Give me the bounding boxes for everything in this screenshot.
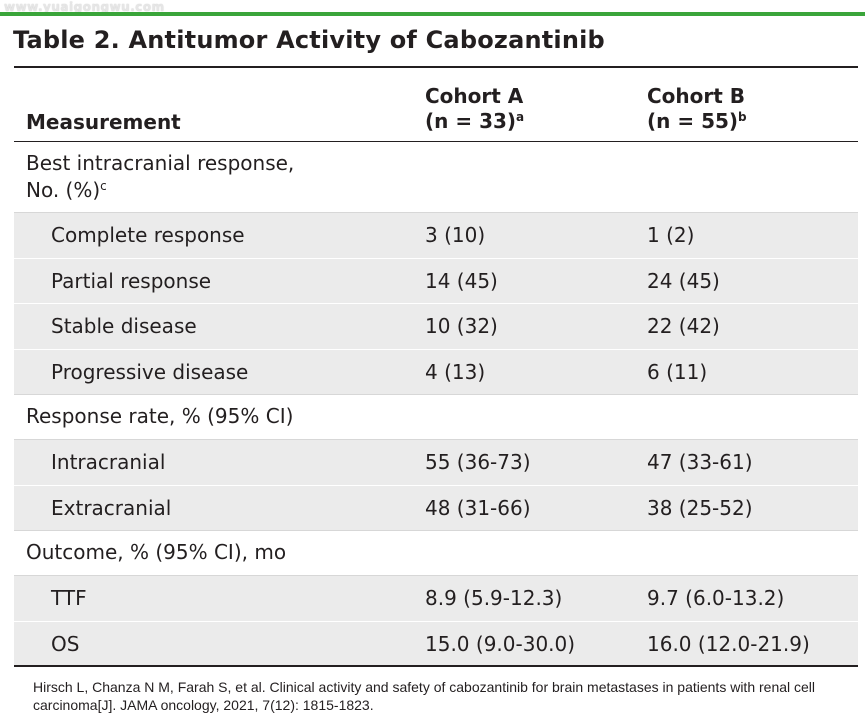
- row-cohort-b-value: 22 (42): [647, 314, 720, 338]
- section-best-intracranial-response: Best intracranial response, No. (%)c: [14, 142, 858, 213]
- cohort-b-note: b: [738, 110, 747, 124]
- cohort-a-name: Cohort A: [425, 84, 524, 108]
- row-cohort-a-value: 15.0 (9.0-30.0): [425, 631, 576, 656]
- row-label: Extracranial: [51, 495, 172, 520]
- table-row: Intracranial 55 (36-73) 47 (33-61): [14, 440, 858, 486]
- row-cohort-b-value: 47 (33-61): [647, 450, 753, 474]
- section-label: Outcome, % (95% CI), mo: [26, 540, 287, 564]
- row-cohort-b-value: 38 (25-52): [647, 495, 753, 520]
- table-row: TTF 8.9 (5.9-12.3) 9.7 (6.0-13.2): [14, 576, 858, 622]
- row-cohort-a-value: 4 (13): [425, 359, 486, 384]
- citation: Hirsch L, Chanza N M, Farah S, et al. Cl…: [33, 679, 816, 713]
- section-label: Response rate, % (95% CI): [26, 404, 294, 428]
- top-bar: www.yuaigongwu.com: [0, 0, 865, 14]
- table-row: Complete response 3 (10) 1 (2): [14, 213, 858, 259]
- cohort-a-n: (n = 33)a: [425, 109, 525, 133]
- cohort-b-name: Cohort B: [647, 84, 746, 108]
- row-label: OS: [51, 631, 80, 656]
- section-outcome: Outcome, % (95% CI), mo: [14, 531, 858, 576]
- row-cohort-a-value: 55 (36-73): [425, 450, 531, 474]
- section-note: c: [100, 179, 107, 193]
- green-accent-line: [0, 12, 865, 16]
- row-cohort-a-value: 8.9 (5.9-12.3): [425, 586, 563, 610]
- table-row: Extracranial 48 (31-66) 38 (25-52): [14, 485, 858, 531]
- row-label: Partial response: [51, 268, 212, 293]
- section-response-rate: Response rate, % (95% CI): [14, 395, 858, 440]
- antitumor-activity-table: Measurement Cohort A (n = 33)a Cohort B …: [14, 66, 858, 667]
- row-label: Progressive disease: [51, 359, 249, 384]
- section-label: Best intracranial response, No. (%)c: [26, 151, 295, 202]
- row-cohort-a-value: 10 (32): [425, 314, 498, 338]
- header-cohort-b: Cohort B (n = 55)b: [647, 84, 747, 134]
- table-row: OS 15.0 (9.0-30.0) 16.0 (12.0-21.9): [14, 621, 858, 667]
- row-cohort-b-value: 24 (45): [647, 268, 720, 293]
- row-cohort-b-value: 16.0 (12.0-21.9): [647, 631, 810, 656]
- row-cohort-a-value: 48 (31-66): [425, 495, 531, 520]
- watermark: www.yuaigongwu.com: [4, 0, 165, 14]
- table-row: Progressive disease 4 (13) 6 (11): [14, 349, 858, 395]
- cohort-a-note: a: [516, 110, 525, 124]
- row-label: TTF: [51, 586, 87, 610]
- header-cohort-a: Cohort A (n = 33)a: [425, 84, 524, 134]
- header-measurement: Measurement: [26, 110, 181, 134]
- row-cohort-b-value: 6 (11): [647, 359, 708, 384]
- table-row: Stable disease 10 (32) 22 (42): [14, 304, 858, 350]
- row-label: Complete response: [51, 223, 245, 247]
- row-cohort-b-value: 9.7 (6.0-13.2): [647, 586, 785, 610]
- table-row: Partial response 14 (45) 24 (45): [14, 258, 858, 304]
- cohort-b-n: (n = 55)b: [647, 109, 747, 133]
- row-label: Stable disease: [51, 314, 197, 338]
- row-label: Intracranial: [51, 450, 166, 474]
- row-cohort-a-value: 14 (45): [425, 268, 498, 293]
- table-header: Measurement Cohort A (n = 33)a Cohort B …: [14, 66, 858, 142]
- table-title: Table 2. Antitumor Activity of Cabozanti…: [13, 26, 605, 54]
- row-cohort-b-value: 1 (2): [647, 223, 695, 247]
- row-cohort-a-value: 3 (10): [425, 223, 486, 247]
